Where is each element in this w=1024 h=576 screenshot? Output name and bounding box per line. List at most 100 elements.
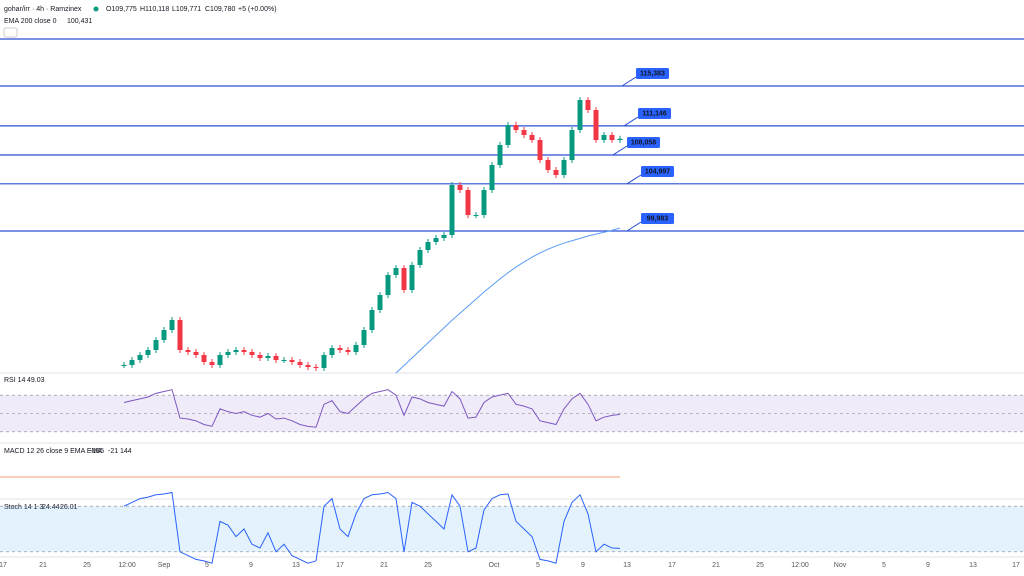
candle [537, 140, 543, 161]
candle [593, 110, 599, 141]
level-label: 111,146 [642, 110, 667, 117]
x-tick-label: 13 [292, 562, 300, 569]
candle [169, 320, 175, 331]
x-tick-label: 5 [536, 562, 540, 569]
candle [305, 365, 311, 367]
x-tick-label: Oct [489, 562, 500, 569]
candle [297, 361, 303, 366]
x-tick-label: Sep [158, 562, 171, 569]
candle [337, 348, 343, 351]
level-label-box [627, 137, 660, 148]
candle [569, 130, 575, 161]
candle [281, 360, 287, 362]
stoch-value: 26.01 [60, 504, 78, 511]
x-tick-label: 5 [205, 562, 209, 569]
status-dot [93, 6, 99, 12]
stoch-value: 24.44 [42, 504, 60, 511]
x-tick-label: 21 [380, 562, 388, 569]
x-tick-label: 17 [0, 562, 7, 569]
candle [177, 320, 183, 351]
level-label-box [638, 108, 671, 119]
candle [577, 100, 583, 131]
x-tick-label: 9 [581, 562, 585, 569]
ema-line [395, 227, 621, 374]
candle [161, 330, 167, 341]
level-label: 104,997 [645, 168, 670, 175]
level-connector [623, 116, 639, 127]
candle [617, 138, 623, 141]
collapse-button[interactable] [3, 27, 18, 38]
candle [129, 360, 135, 366]
level-connector [621, 76, 637, 87]
candle [433, 238, 439, 242]
candle [401, 268, 407, 291]
candle [193, 352, 199, 356]
candle [409, 265, 415, 291]
candle [481, 190, 487, 216]
candle [329, 348, 335, 356]
level-label: 108,058 [631, 139, 656, 146]
level-label: 99,983 [647, 215, 669, 222]
candle [361, 330, 367, 346]
candle [505, 125, 511, 146]
candle [209, 361, 215, 366]
candle [201, 355, 207, 362]
macd-value: 144 [120, 448, 132, 455]
ohlc-open: O109,775 [106, 6, 137, 13]
macd-value: -165 [90, 448, 104, 455]
x-tick-label: 13 [623, 562, 631, 569]
x-tick-label: 5 [882, 562, 886, 569]
band-fill [0, 506, 1024, 552]
x-tick-label: 17 [1012, 562, 1020, 569]
candle [529, 135, 535, 141]
x-tick-label: 17 [668, 562, 676, 569]
level-label-box [641, 213, 674, 224]
symbol: gohar/irr · 4h · Ramzinex [4, 6, 82, 13]
candle [313, 366, 319, 369]
rsi-value: 49.03 [27, 377, 45, 384]
ohlc-high: H110,118 [140, 6, 169, 13]
x-tick-label: 25 [83, 562, 91, 569]
candle [249, 352, 255, 356]
candle [393, 268, 399, 276]
rsi-name: RSI 14 [4, 377, 26, 384]
x-tick-label: 17 [336, 562, 344, 569]
candle [457, 185, 463, 191]
candle [345, 350, 351, 353]
candle [377, 295, 383, 311]
candle [425, 241, 431, 251]
candle [145, 350, 151, 356]
indicator-line [123, 389, 621, 428]
ohlc-close: C109,780 [205, 6, 235, 13]
level-label: 115,383 [640, 70, 665, 77]
candle [553, 170, 559, 176]
candle [273, 355, 279, 361]
candle [473, 215, 479, 217]
x-tick-label: 9 [926, 562, 930, 569]
x-tick-label: 21 [39, 562, 47, 569]
candle [241, 350, 247, 353]
level-connector [626, 221, 642, 232]
candle [545, 160, 551, 171]
candle [585, 100, 591, 111]
ohlc-low: L109,771 [172, 6, 201, 13]
level-connector [626, 174, 642, 185]
candle [497, 145, 503, 166]
x-tick-label: Nov [834, 562, 847, 569]
candle [153, 340, 159, 351]
candle [137, 355, 143, 361]
candle [609, 135, 615, 141]
candle [489, 165, 495, 191]
level-label-box [636, 68, 669, 79]
level-label-box [641, 166, 674, 177]
candle [321, 355, 327, 369]
candle [561, 160, 567, 176]
macd-value: -21 [108, 448, 118, 455]
indicator-line [123, 491, 621, 564]
x-tick-label: 9 [249, 562, 253, 569]
candle [369, 310, 375, 331]
ema-name: EMA 200 close 0 [4, 18, 57, 25]
candle [353, 345, 359, 353]
